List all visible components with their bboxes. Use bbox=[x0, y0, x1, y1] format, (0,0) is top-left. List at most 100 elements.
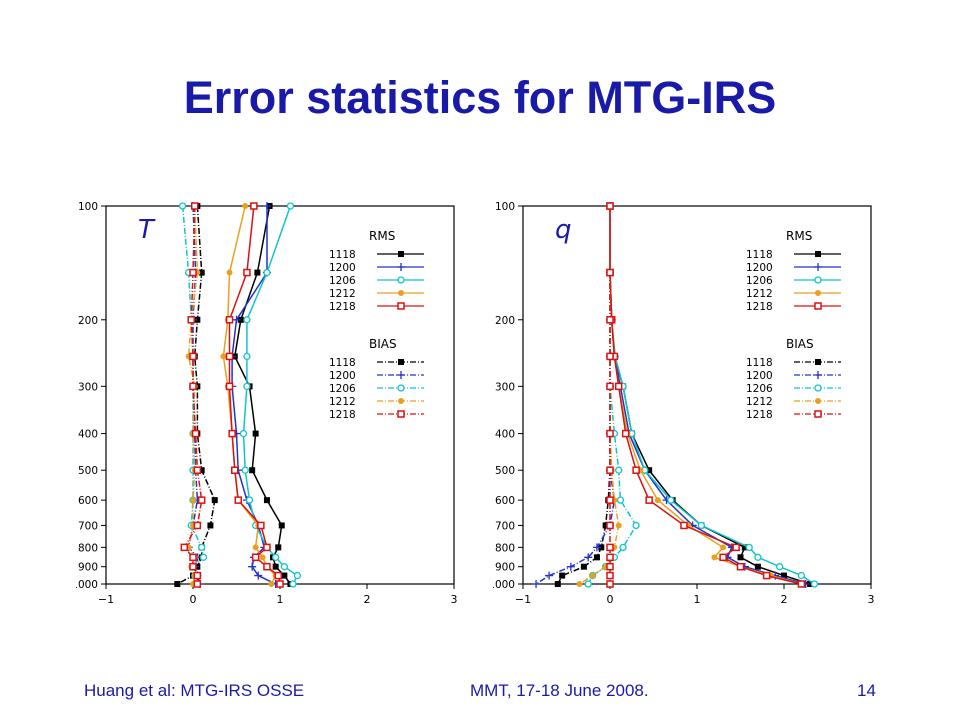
legend-label: 1118 bbox=[746, 357, 773, 369]
x-tick-label: −1 bbox=[98, 593, 114, 606]
data-point bbox=[646, 467, 653, 474]
data-point bbox=[589, 572, 596, 579]
data-point bbox=[263, 543, 271, 552]
y-tick-label: 500 bbox=[78, 465, 98, 477]
panel-label: T bbox=[138, 215, 156, 245]
footer-meeting: MMT, 17-18 June 2008. bbox=[470, 681, 649, 700]
data-point bbox=[654, 497, 661, 504]
data-point bbox=[278, 522, 285, 529]
legend-label: 1200 bbox=[746, 370, 773, 382]
data-point bbox=[262, 202, 271, 210]
data-point bbox=[614, 382, 623, 391]
data-point bbox=[606, 429, 614, 438]
data-point bbox=[259, 554, 266, 561]
legend-marker bbox=[814, 276, 822, 284]
legend-marker bbox=[398, 398, 404, 404]
data-point bbox=[199, 553, 208, 561]
legend-label: 1206 bbox=[746, 383, 773, 395]
data-point bbox=[231, 466, 239, 474]
data-point bbox=[189, 562, 197, 571]
y-tick-label: 300 bbox=[495, 381, 515, 393]
legend-label: 1118 bbox=[329, 249, 356, 261]
x-tick-label: 1 bbox=[694, 593, 701, 606]
data-point bbox=[720, 544, 727, 551]
data-point bbox=[249, 467, 256, 474]
data-point bbox=[775, 563, 784, 571]
data-point bbox=[584, 580, 592, 588]
x-tick-label: 2 bbox=[781, 593, 788, 606]
data-point bbox=[606, 496, 614, 504]
y-tick-label: 400 bbox=[495, 429, 515, 441]
legend-label: 1206 bbox=[329, 275, 356, 287]
legend-marker bbox=[397, 276, 405, 284]
data-point bbox=[250, 202, 258, 210]
x-tick-label: 3 bbox=[868, 593, 875, 606]
data-point bbox=[226, 269, 233, 276]
legend-label: 1218 bbox=[329, 409, 356, 421]
series-line bbox=[579, 206, 620, 585]
data-point bbox=[621, 429, 630, 438]
data-point bbox=[237, 316, 244, 323]
legend-marker bbox=[815, 251, 821, 257]
legend-marker bbox=[815, 398, 821, 404]
data-point bbox=[189, 352, 197, 361]
data-point bbox=[190, 202, 199, 210]
data-point bbox=[189, 382, 197, 391]
data-point bbox=[274, 571, 283, 580]
data-point bbox=[762, 571, 771, 580]
legend-marker bbox=[814, 302, 822, 310]
legend-label: 1118 bbox=[329, 357, 356, 369]
data-point bbox=[275, 544, 282, 551]
data-point bbox=[606, 571, 614, 580]
data-point bbox=[268, 581, 275, 587]
x-tick-label: 0 bbox=[190, 593, 197, 606]
data-point bbox=[606, 521, 614, 530]
data-point bbox=[286, 202, 295, 210]
data-point bbox=[193, 466, 202, 474]
data-point bbox=[245, 496, 254, 504]
data-point bbox=[606, 466, 614, 474]
data-point bbox=[602, 522, 609, 529]
data-point bbox=[576, 581, 583, 587]
x-tick-label: 0 bbox=[607, 593, 614, 606]
data-point bbox=[193, 580, 202, 588]
legend-label: 1200 bbox=[746, 262, 773, 274]
legend-marker bbox=[814, 263, 822, 271]
y-tick-label: 1000 bbox=[76, 579, 98, 591]
legend-marker bbox=[814, 410, 822, 418]
data-point bbox=[598, 544, 605, 551]
data-point bbox=[797, 580, 806, 588]
temperature-error-chart: 100 200 300 400 500 600 700 800 900 1000−1 0 1 2 3 T RM… bbox=[71, 186, 466, 616]
data-point bbox=[191, 429, 200, 438]
legend-bias-title: BIAS bbox=[369, 337, 397, 351]
y-tick-label: 800 bbox=[495, 542, 515, 554]
series-bias-1218 bbox=[606, 202, 614, 588]
data-point bbox=[242, 203, 249, 209]
x-tick-label: 1 bbox=[277, 593, 284, 606]
series-bias-1218 bbox=[180, 202, 206, 588]
data-point bbox=[616, 496, 625, 504]
data-point bbox=[189, 553, 197, 562]
legend-label: 1212 bbox=[329, 288, 356, 300]
data-point bbox=[632, 466, 640, 474]
data-point bbox=[606, 580, 614, 588]
data-point bbox=[254, 269, 261, 276]
data-point bbox=[754, 563, 761, 570]
data-point bbox=[271, 553, 280, 561]
legend-marker bbox=[397, 302, 405, 310]
data-point bbox=[194, 316, 201, 323]
data-point bbox=[252, 430, 259, 437]
y-tick-label: 200 bbox=[78, 315, 98, 327]
legend-marker bbox=[398, 290, 404, 296]
data-point bbox=[810, 580, 819, 588]
humidity-error-chart: 100 200 300 400 500 600 700 800 900 1000−1 0 1 2 3 q RM… bbox=[488, 186, 883, 616]
data-point bbox=[243, 268, 251, 277]
data-point bbox=[252, 544, 259, 551]
y-tick-label: 1000 bbox=[493, 579, 515, 591]
slide-title: Error statistics for MTG-IRS bbox=[183, 72, 777, 123]
data-point bbox=[257, 521, 265, 530]
data-point bbox=[263, 268, 271, 277]
legend-rms-title: RMS bbox=[369, 229, 395, 243]
legend-label: 1200 bbox=[329, 262, 356, 274]
data-point bbox=[272, 563, 279, 570]
